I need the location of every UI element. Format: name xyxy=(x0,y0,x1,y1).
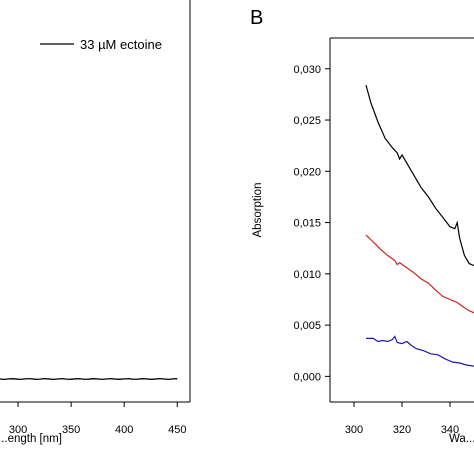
panel-a-x-tick-label: 300 xyxy=(9,424,27,436)
panel-a-x-axis-label: ...ength [nm] xyxy=(0,433,62,445)
panel-b-series-blue-line xyxy=(366,335,474,367)
panel-a-x-tick-label: 350 xyxy=(62,424,80,436)
panel-b-y-tick-label: 0,020 xyxy=(293,166,321,178)
panel-b-y-ticks: 0,000 0,005 0,010 0,015 0,020 0,025 0,030 xyxy=(293,64,330,383)
panel-b-y-tick-label: 0,005 xyxy=(293,320,321,332)
legend-label-ectoine: 33 µM ectoine xyxy=(80,37,162,52)
panel-b-y-axis-label: Absorption xyxy=(252,183,264,238)
panel-b-y-tick-label: 0,025 xyxy=(293,115,321,127)
panel-b-series-black-line xyxy=(365,85,474,267)
panel-b-x-tick-label: 300 xyxy=(345,424,363,436)
panel-a-legend[interactable]: 33 µM ectoine xyxy=(40,37,162,52)
panel-b-x-axis-label: Wa... xyxy=(449,433,474,445)
panel-b-x-tick-label: 320 xyxy=(393,424,411,436)
panel-b-series-red-line xyxy=(365,234,474,314)
panel-b-y-tick-label: 0,010 xyxy=(293,269,321,281)
panel-b-x-ticks: 300 320 340 xyxy=(345,402,459,436)
panel-b-y-tick-label: 0,015 xyxy=(293,218,321,230)
panel-b-y-tick-label: 0,030 xyxy=(293,64,321,76)
panel-b-letter: B xyxy=(250,7,263,29)
panel-a-x-ticks: 300 350 400 450 xyxy=(9,402,186,436)
panel-b: B 0,000 0,005 0,010 0,015 0,020 0,025 0,030 30… xyxy=(250,7,474,445)
panel-a-series-ectoine-line xyxy=(0,377,178,381)
panel-b-x-tick-label: 340 xyxy=(441,424,459,436)
panel-a-x-tick-label: 450 xyxy=(168,424,186,436)
panel-a: 300 350 400 450 33 µM ectoine ...ength [nm] xyxy=(0,0,191,445)
panel-b-y-tick-label: 0,000 xyxy=(293,371,321,383)
panel-a-x-tick-label: 400 xyxy=(115,424,133,436)
